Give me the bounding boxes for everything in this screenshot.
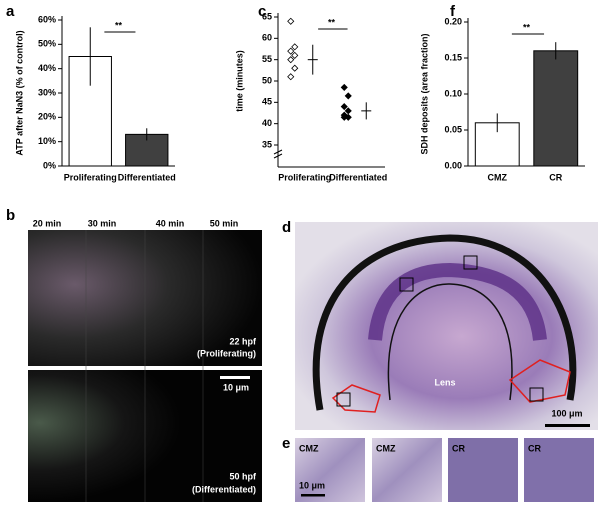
y-tick-label: 50 <box>262 75 272 85</box>
panel-letter: f <box>450 3 456 20</box>
axis-break <box>273 153 283 159</box>
point <box>287 73 295 81</box>
roi <box>463 255 478 270</box>
point <box>291 51 299 59</box>
time-label: 30 min <box>88 218 117 228</box>
point <box>287 17 295 25</box>
roi <box>399 277 414 292</box>
tile-label: CR <box>528 443 541 453</box>
y-tick-label: 55 <box>262 54 272 64</box>
y-axis-label: time (minutes) <box>234 50 244 112</box>
y-tick-label: 20% <box>38 112 56 122</box>
scale-label: 10 μm <box>299 480 325 490</box>
significance-label: ** <box>328 17 336 27</box>
scale-bar <box>220 376 250 379</box>
y-tick-label: 0.05 <box>444 124 462 134</box>
roi <box>336 392 351 407</box>
arc <box>387 283 513 401</box>
x-tick-label: Proliferating <box>64 172 117 182</box>
point <box>287 56 295 64</box>
panel-letter: b <box>6 207 15 224</box>
tissue-edge <box>312 234 577 411</box>
point <box>340 83 348 91</box>
y-tick-label: 60% <box>38 14 56 24</box>
y-tick-label: 30% <box>38 87 56 97</box>
point <box>291 43 299 51</box>
tile-label: CMZ <box>376 443 396 453</box>
panel-letter: e <box>282 435 290 452</box>
significance-label: ** <box>115 20 123 30</box>
y-tick-label: 0.10 <box>444 88 462 98</box>
time-label: 20 min <box>33 218 62 228</box>
y-tick-label: 0.00 <box>444 160 462 170</box>
y-tick-label: 60 <box>262 33 272 43</box>
x-tick-label: CR <box>549 172 562 182</box>
roi <box>529 387 544 402</box>
scale-label: 100 μm <box>551 408 582 418</box>
scale-label: 10 μm <box>223 382 249 392</box>
y-tick-label: 40% <box>38 63 56 73</box>
time-label: 50 min <box>210 218 239 228</box>
panel-letter: d <box>282 219 291 236</box>
y-tick-label: 45 <box>262 97 272 107</box>
y-tick-label: 65 <box>262 11 272 21</box>
point <box>291 64 299 72</box>
x-tick-label: Proliferating <box>278 172 331 182</box>
image-label: (Differentiated) <box>192 484 256 494</box>
image <box>295 222 598 430</box>
panel-letter: c <box>258 3 266 20</box>
y-tick-label: 50% <box>38 39 56 49</box>
point <box>340 113 348 121</box>
image <box>448 438 518 502</box>
y-axis-label: SDH deposits (area fraction) <box>419 33 429 154</box>
image <box>524 438 594 502</box>
image-label: 22 hpf <box>229 336 257 346</box>
panel-letter: a <box>6 3 15 20</box>
y-tick-label: 0.15 <box>444 52 462 62</box>
y-tick-label: 10% <box>38 136 56 146</box>
point <box>287 47 295 55</box>
image <box>372 438 442 502</box>
cmz-outline <box>331 384 381 413</box>
y-tick-label: 0% <box>43 160 56 170</box>
scale-bar <box>301 494 325 497</box>
axis-break <box>273 149 283 155</box>
y-tick-label: 40 <box>262 118 272 128</box>
lens-label: Lens <box>434 377 455 387</box>
scale-bar <box>545 424 590 427</box>
cmz-outline <box>508 359 571 403</box>
tile-label: CMZ <box>299 443 319 453</box>
image-label: (Proliferating) <box>197 348 256 358</box>
y-tick-label: 35 <box>262 139 272 149</box>
x-tick-label: CMZ <box>488 172 508 182</box>
image <box>295 438 365 502</box>
x-tick-label: Differentiated <box>118 172 176 182</box>
point <box>344 107 352 115</box>
tissue-band <box>368 262 547 341</box>
y-tick-label: 0.20 <box>444 16 462 26</box>
tile-label: CR <box>452 443 465 453</box>
bar <box>533 50 579 167</box>
point <box>344 92 352 100</box>
significance-label: ** <box>523 22 531 32</box>
time-label: 40 min <box>156 218 185 228</box>
y-axis-label: ATP after NaN3 (% of control) <box>14 30 24 155</box>
x-tick-label: Differentiated <box>329 172 387 182</box>
image-label: 50 hpf <box>229 471 257 481</box>
point <box>340 103 348 111</box>
